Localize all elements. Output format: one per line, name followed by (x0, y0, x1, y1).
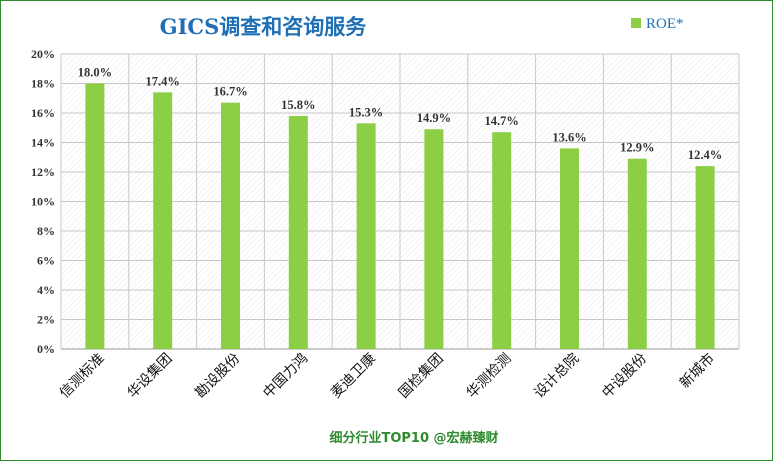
footer-text: 细分行业TOP10 @宏赫臻财 (329, 430, 498, 446)
grid-lines (60, 53, 740, 350)
bar-series (85, 83, 715, 349)
category-label: 新城市 (676, 350, 718, 392)
bar (356, 123, 376, 349)
x-axis-categories: 信测标准 华设集团 勘设股份 中国力鸿 麦迪卫康 国检集团 华测检测 设计总院 中设股份 新城市 (57, 350, 718, 402)
bar (85, 83, 105, 349)
bar (221, 102, 240, 349)
y-tick-label: 0% (37, 342, 55, 356)
bar (695, 166, 715, 349)
data-label: 13.6% (552, 130, 586, 144)
data-label: 17.4% (146, 74, 180, 88)
legend-swatch (631, 18, 641, 28)
y-axis-ticks: 0% 2% 4% 6% 8% 10% 12% 14% 16% 18% 20% (31, 47, 55, 356)
data-label: 18.0% (78, 66, 112, 80)
category-label: 设计总院 (531, 351, 582, 402)
data-label: 15.3% (349, 105, 383, 119)
y-tick-label: 10% (31, 195, 55, 209)
data-label: 15.8% (281, 98, 315, 112)
data-label: 14.7% (485, 114, 519, 128)
bar (492, 132, 512, 349)
y-tick-label: 4% (37, 283, 55, 297)
category-label: 华测检测 (464, 351, 515, 402)
category-label: 华设集团 (124, 350, 176, 402)
legend-label: ROE* (646, 16, 684, 32)
bar (560, 148, 579, 349)
data-labels: 18.0% 17.4% 16.7% 15.8% 15.3% 14.9% 14.7% 13.6%… (78, 66, 723, 163)
bar (627, 158, 647, 349)
category-label: 信测标准 (57, 351, 108, 402)
y-tick-label: 18% (31, 77, 55, 91)
category-label: 麦迪卫康 (327, 350, 379, 402)
bar (288, 115, 308, 349)
chart-title: GICS调查和咨询服务 (160, 14, 368, 39)
bar (153, 92, 173, 349)
y-tick-label: 6% (37, 254, 55, 268)
data-label: 12.9% (620, 141, 654, 155)
category-label: 勘设股份 (192, 351, 243, 402)
y-tick-label: 8% (37, 224, 55, 238)
category-label: 国检集团 (395, 350, 447, 402)
y-tick-label: 14% (31, 136, 55, 150)
category-label: 中国力鸿 (260, 350, 312, 402)
y-tick-label: 20% (31, 47, 55, 61)
bar (424, 129, 444, 349)
data-label: 14.9% (417, 111, 451, 125)
category-label: 中设股份 (599, 351, 650, 402)
data-label: 16.7% (213, 85, 247, 99)
data-label: 12.4% (688, 148, 722, 162)
y-tick-label: 2% (37, 313, 55, 327)
y-tick-label: 12% (31, 165, 55, 179)
y-tick-label: 16% (31, 106, 55, 120)
legend: ROE* (631, 16, 684, 32)
